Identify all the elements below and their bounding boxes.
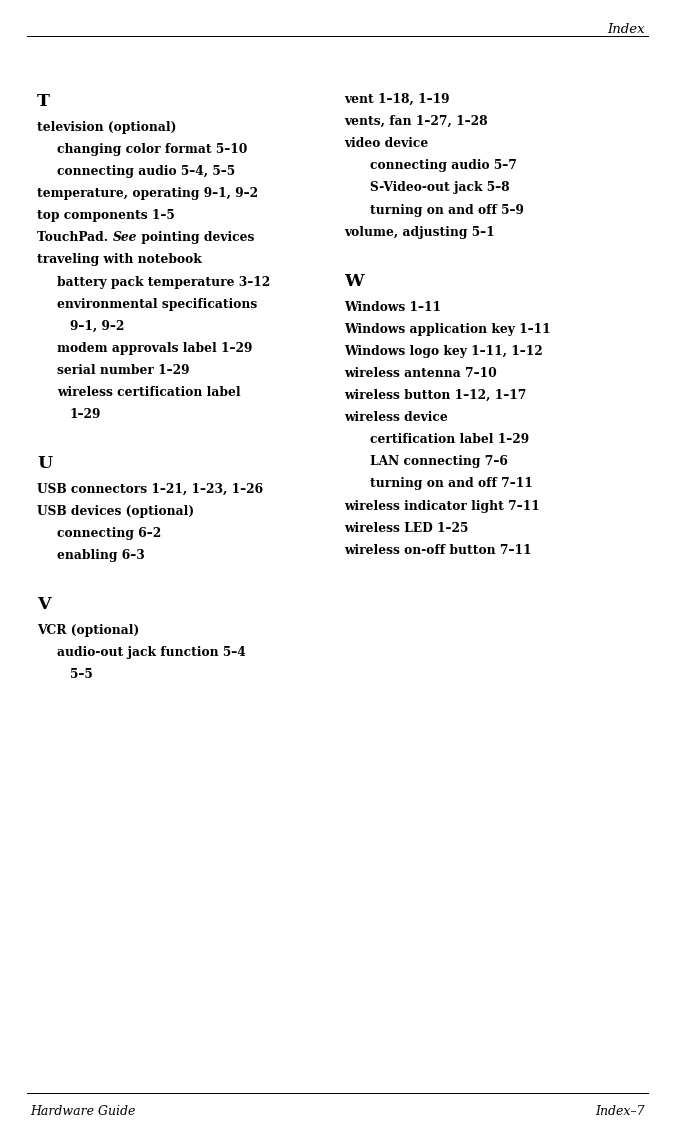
Text: vents, fan 1–27, 1–28: vents, fan 1–27, 1–28 xyxy=(344,115,488,128)
Text: U: U xyxy=(37,455,52,472)
Text: television (optional): television (optional) xyxy=(37,121,176,134)
Text: wireless button 1–12, 1–17: wireless button 1–12, 1–17 xyxy=(344,389,526,401)
Text: wireless indicator light 7–11: wireless indicator light 7–11 xyxy=(344,499,540,513)
Text: certification label 1–29: certification label 1–29 xyxy=(370,433,529,446)
Text: traveling with notebook: traveling with notebook xyxy=(37,253,202,266)
Text: Index–7: Index–7 xyxy=(595,1105,645,1117)
Text: LAN connecting 7–6: LAN connecting 7–6 xyxy=(370,455,508,468)
Text: connecting audio 5–4, 5–5: connecting audio 5–4, 5–5 xyxy=(57,164,236,178)
Text: connecting audio 5–7: connecting audio 5–7 xyxy=(370,159,517,172)
Text: VCR (optional): VCR (optional) xyxy=(37,624,139,637)
Text: audio-out jack function 5–4: audio-out jack function 5–4 xyxy=(57,646,246,659)
Text: serial number 1–29: serial number 1–29 xyxy=(57,364,190,376)
Text: W: W xyxy=(344,272,364,289)
Text: temperature, operating 9–1, 9–2: temperature, operating 9–1, 9–2 xyxy=(37,187,259,200)
Text: V: V xyxy=(37,596,51,613)
Text: wireless on-off button 7–11: wireless on-off button 7–11 xyxy=(344,543,532,557)
Text: USB connectors 1–21, 1–23, 1–26: USB connectors 1–21, 1–23, 1–26 xyxy=(37,483,263,496)
Text: Index: Index xyxy=(607,23,645,35)
Text: See: See xyxy=(112,231,137,244)
Text: wireless antenna 7–10: wireless antenna 7–10 xyxy=(344,366,497,380)
Text: enabling 6–3: enabling 6–3 xyxy=(57,549,145,562)
Text: turning on and off 7–11: turning on and off 7–11 xyxy=(370,477,533,490)
Text: pointing devices: pointing devices xyxy=(137,231,254,244)
Text: video device: video device xyxy=(344,137,429,150)
Text: 1–29: 1–29 xyxy=(70,408,101,421)
Text: environmental specifications: environmental specifications xyxy=(57,297,258,311)
Text: S-Video-out jack 5–8: S-Video-out jack 5–8 xyxy=(370,181,510,194)
Text: top components 1–5: top components 1–5 xyxy=(37,209,175,222)
Text: Windows 1–11: Windows 1–11 xyxy=(344,301,441,313)
Text: wireless LED 1–25: wireless LED 1–25 xyxy=(344,522,468,534)
Text: TouchPad.: TouchPad. xyxy=(37,231,112,244)
Text: 5–5: 5–5 xyxy=(70,668,92,682)
Text: wireless certification label: wireless certification label xyxy=(57,386,241,399)
Text: T: T xyxy=(37,93,50,110)
Text: USB devices (optional): USB devices (optional) xyxy=(37,505,194,518)
Text: 9–1, 9–2: 9–1, 9–2 xyxy=(70,320,124,332)
Text: Hardware Guide: Hardware Guide xyxy=(30,1105,136,1117)
Text: connecting 6–2: connecting 6–2 xyxy=(57,527,161,540)
Text: battery pack temperature 3–12: battery pack temperature 3–12 xyxy=(57,276,271,288)
Text: Windows application key 1–11: Windows application key 1–11 xyxy=(344,322,551,336)
Text: turning on and off 5–9: turning on and off 5–9 xyxy=(370,203,524,217)
Text: volume, adjusting 5–1: volume, adjusting 5–1 xyxy=(344,226,495,238)
Text: wireless device: wireless device xyxy=(344,411,448,424)
Text: changing color format 5–10: changing color format 5–10 xyxy=(57,143,248,155)
Text: Windows logo key 1–11, 1–12: Windows logo key 1–11, 1–12 xyxy=(344,345,543,357)
Text: modem approvals label 1–29: modem approvals label 1–29 xyxy=(57,341,252,355)
Text: vent 1–18, 1–19: vent 1–18, 1–19 xyxy=(344,93,450,105)
